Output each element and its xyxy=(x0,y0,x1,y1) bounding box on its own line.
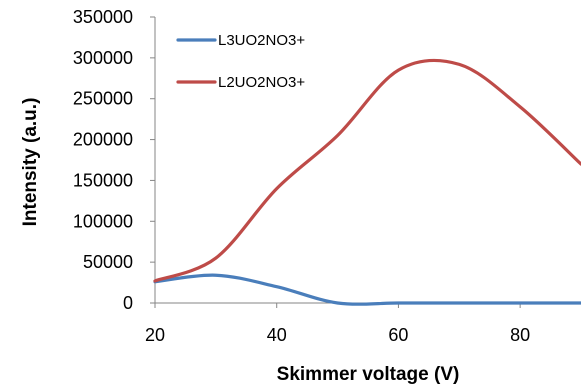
x-ticks: 20 40 60 80 xyxy=(145,303,530,345)
x-tick-label: 80 xyxy=(510,325,530,345)
x-tick-label: 40 xyxy=(267,325,287,345)
x-tick-label: 60 xyxy=(388,325,408,345)
legend-label-2: L2UO2NO3+ xyxy=(218,74,305,91)
legend-label-1: L3UO2NO3+ xyxy=(218,32,305,49)
y-tick-label: 100000 xyxy=(73,211,133,231)
y-tick-label: 50000 xyxy=(83,252,133,272)
x-tick-label: 20 xyxy=(145,325,165,345)
axes xyxy=(154,17,581,304)
y-axis-title: Intensity (a.u.) xyxy=(20,98,41,227)
x-axis-title: Skimmer voltage (V) xyxy=(277,364,460,385)
series-line-2 xyxy=(153,58,581,283)
series-line-1 xyxy=(153,273,581,306)
y-tick-label: 250000 xyxy=(73,89,133,109)
series-layer xyxy=(153,58,581,306)
legend: L3UO2NO3+ L2UO2NO3+ xyxy=(176,32,305,91)
y-tick-label: 300000 xyxy=(73,48,133,68)
y-tick-label: 350000 xyxy=(73,7,133,27)
y-tick-label: 0 xyxy=(123,293,133,313)
y-ticks: 0 50000 100000 150000 200000 250000 300000 3500… xyxy=(73,7,155,313)
y-tick-label: 150000 xyxy=(73,170,133,190)
y-tick-label: 200000 xyxy=(73,130,133,150)
